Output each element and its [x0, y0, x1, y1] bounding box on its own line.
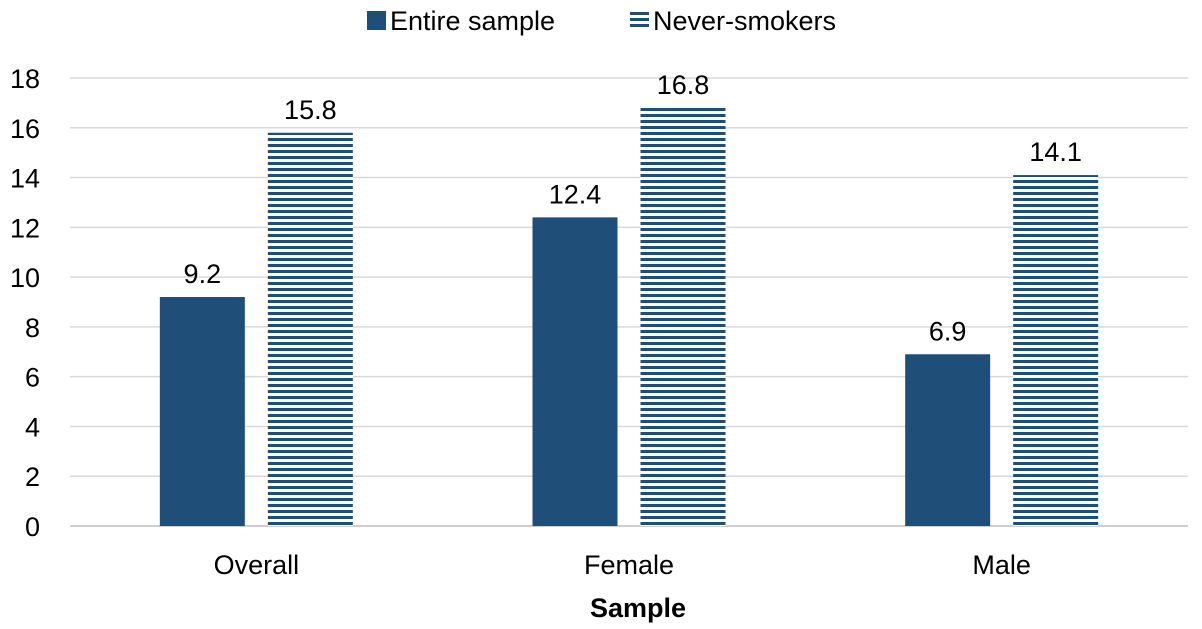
- legend: Entire sample Never-smokers: [367, 6, 836, 36]
- gridlines: [70, 77, 1188, 527]
- x-axis-label: Sample: [590, 593, 686, 623]
- x-tick-label: Overall: [214, 550, 300, 580]
- y-tick-label: 12: [10, 213, 40, 243]
- data-labels: 9.2 15.8 12.4 16.8 6.9 14.1: [184, 70, 1082, 346]
- y-tick-label: 0: [25, 512, 40, 542]
- legend-label-never-smokers: Never-smokers: [653, 6, 836, 36]
- bar-never-smokers: [1013, 175, 1099, 527]
- legend-swatch-entire-sample: [367, 11, 386, 30]
- y-tick-label: 8: [25, 313, 40, 343]
- y-tick-label: 10: [10, 263, 40, 293]
- bars: [159, 107, 1099, 527]
- bar-entire-sample: [532, 217, 618, 526]
- data-label: 14.1: [1029, 137, 1082, 167]
- x-tick-label: Male: [972, 550, 1031, 580]
- data-label: 12.4: [549, 179, 602, 209]
- bar-entire-sample: [905, 354, 991, 526]
- x-tick-label: Female: [584, 550, 674, 580]
- y-axis-ticks: 0 2 4 6 8 10 12 14 16 18: [10, 64, 40, 542]
- bar-never-smokers: [640, 107, 726, 526]
- legend-swatch-never-smokers: [630, 11, 649, 30]
- y-tick-label: 4: [25, 412, 40, 442]
- legend-label-entire-sample: Entire sample: [390, 6, 555, 36]
- data-label: 16.8: [657, 70, 710, 100]
- y-tick-label: 14: [10, 164, 40, 194]
- data-label: 15.8: [284, 95, 337, 125]
- y-tick-label: 6: [25, 363, 40, 393]
- x-axis-ticks: Overall Female Male: [214, 550, 1031, 580]
- bar-never-smokers: [267, 132, 353, 526]
- y-tick-label: 2: [25, 462, 40, 492]
- data-label: 9.2: [184, 259, 222, 289]
- y-tick-label: 18: [10, 64, 40, 94]
- data-label: 6.9: [929, 316, 967, 346]
- y-tick-label: 16: [10, 114, 40, 144]
- bar-entire-sample: [159, 297, 245, 526]
